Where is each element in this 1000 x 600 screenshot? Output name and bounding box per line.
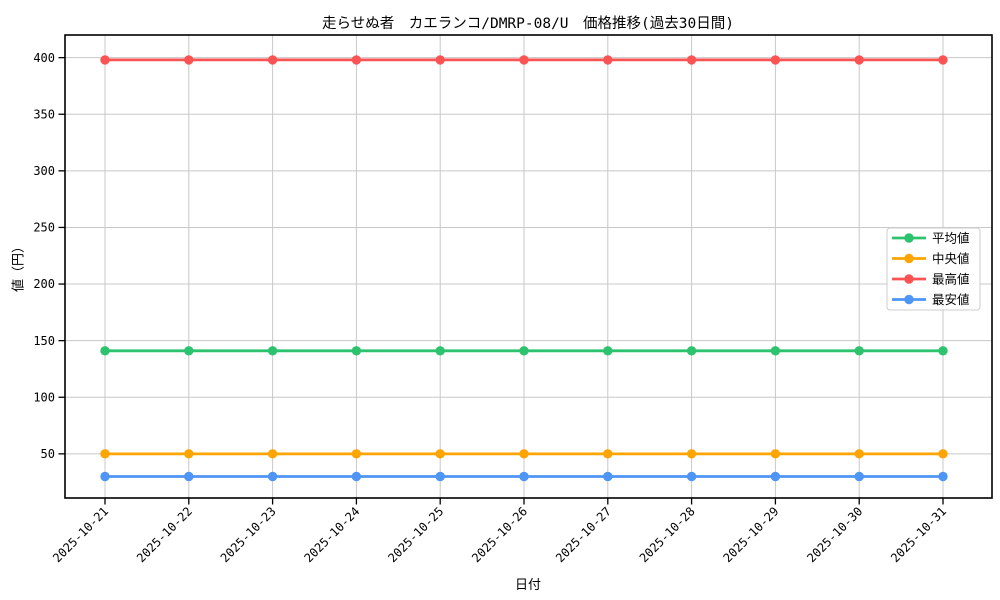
y-tick-label: 250 — [33, 221, 55, 235]
data-point — [267, 346, 278, 356]
x-tick-label: 2025-10-29 — [721, 504, 782, 565]
y-tick-label: 400 — [33, 51, 55, 65]
y-tick-label: 350 — [33, 107, 55, 121]
data-point — [100, 449, 110, 459]
legend-box — [886, 227, 981, 311]
data-point — [770, 471, 781, 482]
legend-label: 最高値 — [932, 272, 970, 287]
x-tick-label: 2025-10-30 — [804, 504, 865, 565]
data-point — [770, 346, 781, 356]
data-point — [770, 55, 781, 65]
x-tick-label: 2025-10-28 — [637, 504, 698, 565]
y-tick-label: 150 — [33, 334, 55, 348]
data-point — [854, 346, 864, 356]
legend-label: 平均値 — [932, 231, 970, 246]
data-point — [854, 55, 864, 65]
x-tick-label: 2025-10-25 — [385, 504, 446, 565]
data-point — [435, 471, 445, 482]
plot-border — [64, 34, 993, 499]
data-point — [686, 471, 697, 482]
data-point — [938, 346, 948, 356]
data-point — [938, 449, 948, 459]
data-point — [603, 55, 613, 65]
chart-title: 走らせぬ者 カエランコ/DMRP-08/U 価格推移(過去30日間) — [322, 16, 734, 32]
data-point — [351, 471, 362, 482]
y-tick-label: 200 — [33, 277, 55, 291]
data-point — [938, 55, 948, 65]
x-axis-label: 日付 — [514, 578, 542, 593]
x-tick-label: 2025-10-24 — [302, 504, 363, 565]
data-point — [603, 449, 613, 459]
data-point — [351, 449, 362, 459]
data-point — [267, 471, 278, 482]
y-tick-label: 300 — [33, 164, 55, 178]
legend-marker — [904, 233, 914, 243]
data-point — [267, 55, 278, 65]
data-point — [938, 471, 948, 482]
y-axis-label: 値（円） — [11, 239, 27, 293]
data-point — [184, 449, 194, 459]
data-point — [267, 449, 278, 459]
data-point — [184, 55, 194, 65]
data-point — [519, 449, 529, 459]
data-point — [603, 471, 613, 482]
legend-marker — [904, 294, 914, 305]
data-point — [519, 346, 529, 356]
data-point — [100, 55, 110, 65]
data-point — [184, 346, 194, 356]
x-tick-label: 2025-10-26 — [469, 504, 530, 565]
legend-marker — [904, 274, 914, 284]
data-point — [435, 55, 445, 65]
data-point — [603, 346, 613, 356]
data-point — [854, 471, 864, 482]
x-tick-label: 2025-10-22 — [134, 504, 195, 565]
x-tick-label: 2025-10-21 — [50, 504, 111, 565]
data-point — [854, 449, 864, 459]
legend-label: 最安値 — [932, 292, 970, 307]
data-point — [519, 471, 529, 482]
data-point — [351, 55, 362, 65]
data-point — [100, 471, 110, 482]
data-point — [686, 55, 697, 65]
x-tick-label: 2025-10-31 — [888, 504, 949, 565]
x-tick-label: 2025-10-23 — [218, 504, 279, 565]
y-tick-label: 100 — [33, 390, 55, 404]
legend-label: 中央値 — [932, 251, 970, 266]
data-point — [184, 471, 194, 482]
data-point — [686, 346, 697, 356]
legend-marker — [904, 253, 914, 264]
data-point — [435, 449, 445, 459]
y-tick-label: 50 — [41, 447, 55, 461]
x-tick-label: 2025-10-27 — [553, 504, 614, 565]
data-point — [435, 346, 445, 356]
data-point — [770, 449, 781, 459]
data-point — [686, 449, 697, 459]
data-point — [100, 346, 110, 356]
data-point — [351, 346, 362, 356]
data-point — [519, 55, 529, 65]
